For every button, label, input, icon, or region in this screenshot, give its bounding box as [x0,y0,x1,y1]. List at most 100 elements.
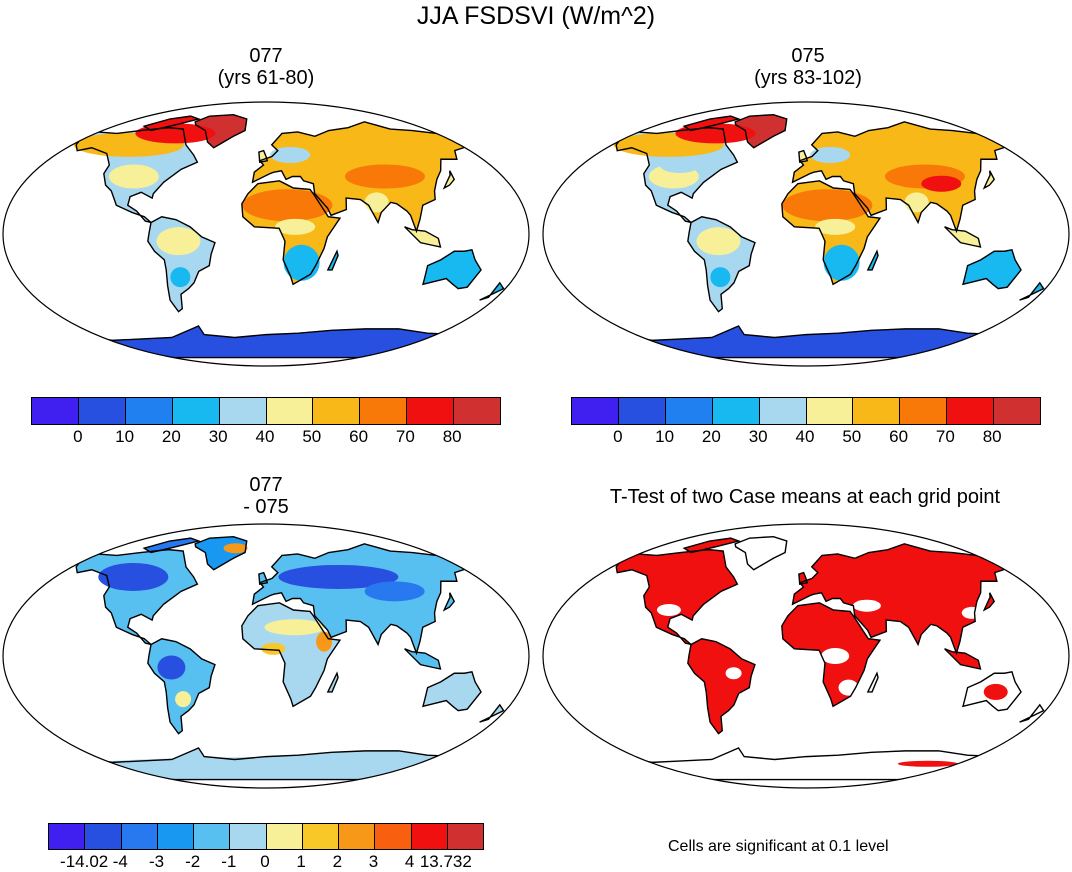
land-eurasia [792,543,1005,654]
panel-title-line1: 075 [791,45,825,67]
region-horn-pos [316,631,333,652]
colorbar-swatch [266,398,314,424]
coastline-north-america [75,126,199,224]
land-antarctica [74,325,458,358]
colorbar-tick-label: 70 [395,427,415,446]
coastline-greenland [734,113,788,149]
colorbar-abs-077 [31,397,501,425]
coastline-nz [1019,281,1045,301]
land-nz [479,282,504,301]
colorbar-tick-label: -2 [185,852,201,871]
map-land-group [613,113,1045,359]
map-land-group [613,535,1045,781]
colorbar-tick-label: 4 [404,852,415,871]
coastline-greenland [734,535,788,571]
region-amazon [696,227,741,256]
coastline-indonesia [404,226,442,248]
region-europe [270,146,311,163]
region-tibet [921,175,962,192]
region-nonsig-africa [821,648,850,664]
region-sahara-pos [264,619,325,636]
colorbar-swatch [447,824,483,849]
colorbar-swatch [32,398,79,424]
land-australia [423,671,482,711]
colorbar-swatch [302,824,339,849]
colorbar-swatch [665,398,713,424]
colorbar-swatch [407,398,455,424]
region-europe [810,146,851,163]
region-argentina [710,267,731,288]
coastline-japan [442,592,456,612]
coastline-japan [442,170,456,190]
colorbar-tick-label: 60 [349,427,369,446]
coastline-madagascar [866,671,879,693]
coastline-south-america [147,216,216,313]
colorbar-swatch [49,824,86,849]
colorbar-swatch [759,398,807,424]
figure-title: JJA FSDSVI (W/m^2) [416,2,656,30]
land-indonesia [404,648,441,669]
map-outline [2,101,530,367]
colorbar-tick-label: 0 [613,427,623,446]
coastline-madagascar [326,671,339,693]
region-central-africa [815,218,856,235]
colorbar-swatch [194,824,231,849]
coastline-indonesia [944,648,982,670]
coastline-uk [258,149,269,163]
land-indonesia [944,226,981,247]
coastline-indonesia [404,648,442,670]
coastline-japan [982,170,996,190]
coastline-uk [258,571,269,585]
region-nonsig-china [961,606,982,619]
coastline-north-america [75,548,199,646]
region-argentina [170,267,191,288]
coastline-australia [422,671,482,712]
region-sahara [242,189,333,222]
panel-title-diff: 077 - 075 [66,474,466,518]
region-southern-africa [283,244,320,281]
land-greenland [195,114,247,148]
colorbar-tick-label: -3 [148,852,165,871]
region-greenland-pos [223,543,248,554]
colorbar-swatch [712,398,760,424]
region-antarctica-interior [86,757,446,774]
colorbar-swatch [360,398,408,424]
colorbar-tick-label: -4 [112,852,128,871]
colorbar-diff [48,823,484,850]
coastline-africa [781,180,882,286]
coastline-australia [962,249,1022,290]
land-arctic-islands [684,538,739,553]
colorbar-swatch [125,398,173,424]
colorbar-swatch [219,398,267,424]
land-australia [423,249,482,289]
colorbar-tick-label: 50 [842,427,862,446]
map-outline [542,523,1070,789]
region-nonsig-mideast [852,599,881,612]
coastline-arctic-islands [142,537,202,554]
region-arctic-canada [135,123,216,144]
colorbar-swatch [157,824,194,849]
coastline-nz [479,703,505,723]
land-south-america [687,638,755,734]
panel-title-line2: - 075 [243,496,289,518]
region-canada-neg [98,562,169,591]
colorbar-swatch [853,398,901,424]
land-greenland [735,114,787,148]
coastline-uk [798,571,809,585]
colorbar-tick-label: 2 [332,852,343,871]
land-nz [479,704,504,723]
region-argentina-pos [175,691,192,708]
coastline-south-america [687,216,756,313]
colorbar-swatch [266,824,303,849]
coastline-eurasia [791,121,1006,234]
coastline-north-america [615,126,739,224]
colorbar-tick-label: 10 [655,427,675,446]
colorbar-swatch [375,824,412,849]
map-land-group [73,113,505,359]
panel-title-077: 077 (yrs 61-80) [66,45,466,89]
colorbar-tick-label: 80 [442,427,462,446]
region-sahara [782,189,873,222]
colorbar-swatch [900,398,948,424]
land-indonesia [944,648,981,669]
colorbar-swatch [313,398,361,424]
